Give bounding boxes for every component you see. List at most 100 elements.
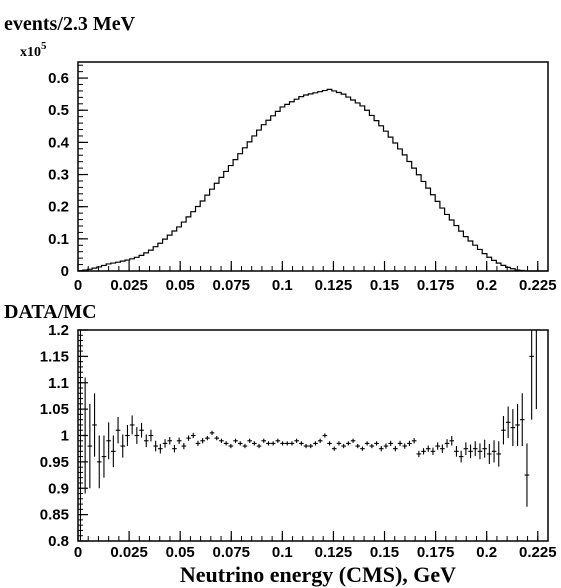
ratio-point — [116, 417, 121, 443]
ratio-point — [261, 439, 266, 443]
ratio-point — [191, 433, 196, 438]
ratio-point — [106, 422, 111, 459]
ratio-point — [144, 434, 149, 447]
top-x-tick-label: 0.15 — [370, 277, 399, 294]
ratio-point — [219, 439, 224, 443]
ratio-point — [163, 439, 168, 447]
ratio-point — [520, 393, 525, 446]
bottom-y-tick-label: 1.1 — [48, 375, 69, 392]
ratio-point — [388, 441, 393, 446]
ratio-point — [492, 440, 497, 462]
top-x-tick-label: 0.2 — [476, 277, 497, 294]
bottom-y-tick-label: 1.2 — [48, 322, 69, 339]
ratio-point — [426, 446, 431, 452]
ratio-point — [299, 441, 304, 445]
ratio-point — [421, 448, 426, 454]
bottom-chart-title: DATA/MC — [4, 301, 97, 323]
bottom-y-tick-label: 0.95 — [40, 454, 69, 471]
bottom-y-tick-label: 1.05 — [40, 401, 69, 418]
ratio-point — [398, 441, 403, 446]
ratio-point — [365, 441, 370, 445]
top-y-tick-label: 0 — [61, 263, 69, 280]
bottom-ratio-panel: DATA/MC 0.8 0.85 0.9 0.95 1 1.05 1.1 1.15 1.2 0 0… — [4, 301, 557, 587]
ratio-point — [431, 448, 436, 455]
ratio-point — [511, 409, 516, 446]
top-x-tick-label: 0.225 — [519, 277, 557, 294]
ratio-point — [454, 446, 459, 457]
ratio-point — [92, 393, 97, 456]
ratio-point — [233, 439, 238, 443]
ratio-point — [323, 433, 328, 437]
top-x-tick-label: 0.075 — [212, 277, 250, 294]
ratio-point — [496, 441, 501, 466]
ratio-point — [529, 330, 534, 420]
top-x-tick-label: 0.05 — [166, 277, 195, 294]
ratio-point — [224, 441, 229, 445]
ratio-point — [435, 442, 440, 449]
ratio-point — [257, 444, 262, 448]
top-y-tick-label: 0.5 — [48, 102, 69, 119]
ratio-point — [135, 427, 140, 444]
ratio-point — [83, 377, 88, 493]
top-exponent-label: x105 — [20, 40, 47, 60]
ratio-point — [355, 444, 360, 448]
top-x-tick-label: 0.025 — [110, 277, 148, 294]
bottom-x-tick-label: 0.025 — [110, 544, 148, 561]
bottom-x-tick-label: 0.225 — [519, 544, 557, 561]
ratio-point — [200, 438, 205, 443]
ratio-point — [501, 416, 506, 444]
bottom-y-tick-label: 0.8 — [48, 533, 69, 550]
ratio-point — [214, 436, 219, 440]
bottom-y-tick-label: 1 — [61, 428, 69, 445]
ratio-point — [205, 436, 210, 440]
ratio-point — [351, 439, 356, 443]
ratio-point — [360, 447, 365, 451]
ratio-point — [308, 444, 313, 448]
ratio-point — [182, 443, 187, 449]
ratio-point — [111, 436, 116, 468]
ratio-point — [482, 440, 487, 458]
top-y-tick-label: 0.1 — [48, 231, 69, 248]
ratio-point — [440, 444, 445, 452]
ratio-point — [506, 406, 511, 438]
ratio-point — [313, 441, 318, 445]
bottom-x-tick-label: 0.1 — [272, 544, 293, 561]
top-x-tick-label: 0.1 — [272, 277, 293, 294]
top-x-tick-label: 0 — [74, 277, 82, 294]
ratio-point — [120, 434, 125, 457]
top-y-tick-label: 0.6 — [48, 70, 69, 87]
top-y-tick-label: 0.3 — [48, 167, 69, 184]
bottom-y-tick-label: 1.15 — [40, 348, 69, 365]
ratio-point — [153, 441, 158, 452]
ratio-point — [407, 441, 412, 446]
ratio-point — [445, 439, 450, 447]
ratio-point — [393, 446, 398, 451]
ratio-point — [402, 443, 407, 448]
ratio-point — [290, 441, 295, 445]
ratio-point — [285, 441, 290, 445]
ratio-point — [130, 415, 135, 434]
ratio-point — [487, 444, 492, 464]
ratio-point — [468, 444, 473, 458]
top-x-tick-label: 0.175 — [417, 277, 455, 294]
top-x-tick-label: 0.125 — [315, 277, 353, 294]
ratio-point — [332, 447, 337, 451]
bottom-x-tick-label: 0.075 — [212, 544, 250, 561]
ratio-point — [341, 444, 346, 448]
ratio-point — [384, 443, 389, 448]
bottom-plot-frame — [78, 330, 548, 541]
histogram-line — [78, 89, 548, 271]
top-histogram-panel: events/2.3 MeV x105 00.10.20.30.40.50.6 … — [4, 13, 557, 294]
ratio-point — [370, 444, 375, 448]
top-y-tick-label: 0.4 — [48, 134, 70, 151]
ratio-point — [515, 404, 520, 446]
ratio-point — [210, 431, 215, 435]
ratio-point — [280, 441, 285, 445]
ratio-point — [238, 441, 243, 445]
ratio-point — [327, 441, 332, 445]
ratio-point — [318, 439, 323, 443]
ratio-point — [88, 404, 93, 488]
ratio-point — [464, 442, 469, 455]
ratio-point — [167, 437, 172, 444]
bottom-y-tick-label: 0.85 — [40, 507, 69, 524]
